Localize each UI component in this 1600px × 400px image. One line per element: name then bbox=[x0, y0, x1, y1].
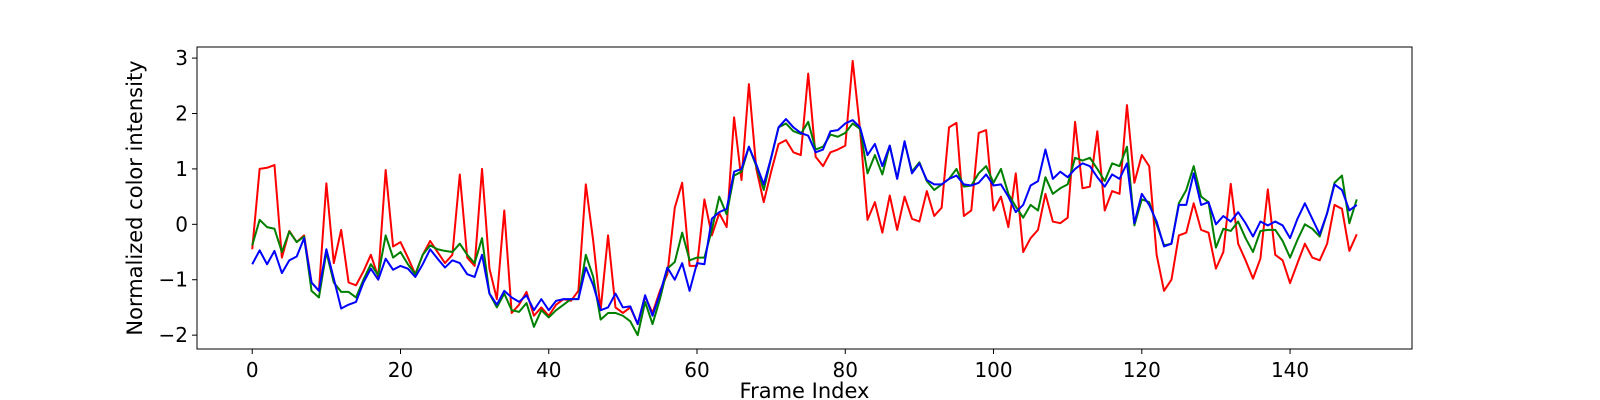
y-axis-label: Normalized color intensity bbox=[123, 60, 147, 335]
x-tick-label: 140 bbox=[1271, 358, 1309, 382]
x-axis-label: Frame Index bbox=[740, 379, 870, 400]
y-tick-label: 0 bbox=[175, 212, 188, 236]
x-tick-label: 0 bbox=[246, 358, 259, 382]
plot-area-frame bbox=[196, 46, 1413, 350]
x-tick-label: 40 bbox=[536, 358, 561, 382]
y-tick-label: 1 bbox=[175, 157, 188, 181]
x-tick-label: 120 bbox=[1123, 358, 1161, 382]
x-tick-label: 80 bbox=[833, 358, 858, 382]
y-tick-label: −1 bbox=[159, 268, 188, 292]
x-tick-label: 60 bbox=[684, 358, 709, 382]
x-tick-label: 100 bbox=[974, 358, 1012, 382]
series-layer bbox=[251, 59, 1358, 337]
series-line-3 bbox=[251, 118, 1358, 326]
y-tick-label: 3 bbox=[175, 46, 188, 70]
y-tick-label: −2 bbox=[159, 323, 188, 347]
x-tick-label: 20 bbox=[388, 358, 413, 382]
x-axis: 0 20 40 60 80 100 120 140 bbox=[246, 349, 1309, 382]
series-line-1 bbox=[251, 59, 1358, 326]
y-axis: −2 −1 0 1 2 3 bbox=[159, 46, 197, 347]
y-tick-label: 2 bbox=[175, 101, 188, 125]
series-line-2 bbox=[251, 120, 1358, 337]
